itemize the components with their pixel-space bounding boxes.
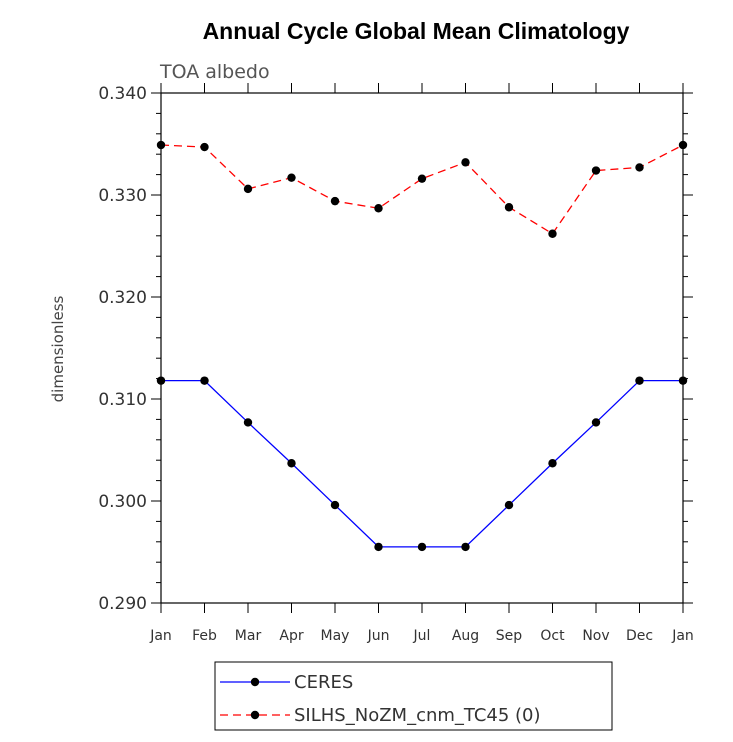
y-tick-label: 0.320 — [98, 288, 147, 308]
y-tick-label: 0.340 — [98, 84, 147, 104]
data-point-series-0 — [156, 376, 166, 385]
x-tick-label: Jul — [413, 628, 431, 644]
x-tick-label: Jun — [367, 628, 390, 644]
y-tick-label: 0.330 — [98, 186, 147, 206]
x-tick-label: Jan — [671, 628, 694, 644]
series-line-1 — [160, 144, 684, 235]
y-tick-label: 0.300 — [98, 492, 147, 512]
legend-marker-0 — [250, 677, 260, 687]
chart-subtitle: TOA albedo — [159, 61, 270, 83]
plot-layer: 0.290 0.300 0.310 0.320 0.330 0.340 Jan Feb Mar A… — [98, 83, 694, 644]
data-point-series-1 — [330, 196, 340, 206]
y-tick-label: 0.290 — [98, 594, 147, 614]
legend: CERES SILHS_NoZM_cnm_TC45 (0) — [214, 661, 613, 731]
legend-label-0: CERES — [294, 672, 353, 693]
data-point-series-0 — [243, 418, 253, 427]
legend-label-1: SILHS_NoZM_cnm_TC45 (0) — [294, 705, 541, 726]
legend-marker-1 — [250, 710, 260, 720]
data-point-series-0 — [461, 542, 470, 552]
y-tick-label: 0.310 — [98, 390, 147, 410]
data-point-series-0 — [374, 542, 383, 552]
data-point-series-1 — [200, 142, 209, 152]
x-tick-label: Feb — [192, 628, 217, 644]
chart-title: Annual Cycle Global Mean Climatology — [203, 18, 630, 44]
data-point-series-0 — [678, 376, 688, 385]
legend-box — [214, 661, 613, 731]
x-tick-label: Oct — [540, 628, 565, 644]
y-axis-label: dimensionless — [49, 295, 67, 402]
data-point-series-0 — [330, 500, 340, 510]
x-tick-label: Dec — [626, 628, 653, 644]
data-point-series-1 — [678, 140, 688, 150]
data-point-series-1 — [243, 184, 253, 194]
x-tick-label: May — [321, 628, 350, 644]
x-tick-label: Apr — [279, 628, 303, 644]
x-tick-label: Nov — [582, 628, 609, 644]
x-tick-label: Mar — [235, 628, 262, 644]
x-tick-label: Sep — [496, 628, 523, 644]
data-point-series-1 — [461, 158, 470, 167]
data-point-series-1 — [635, 163, 644, 172]
x-tick-label: Jan — [149, 628, 172, 644]
data-point-series-1 — [417, 174, 427, 183]
data-point-series-1 — [548, 229, 557, 238]
data-point-series-0 — [287, 459, 296, 468]
data-point-series-0 — [548, 459, 557, 468]
data-point-series-0 — [417, 542, 427, 552]
data-point-series-1 — [156, 140, 166, 150]
x-tick-label: Aug — [452, 628, 479, 644]
data-point-series-0 — [635, 376, 644, 385]
data-point-series-0 — [591, 418, 601, 427]
data-point-series-1 — [287, 173, 296, 182]
data-point-series-1 — [591, 166, 601, 175]
data-point-series-0 — [200, 376, 209, 385]
series-line-0 — [161, 379, 683, 548]
data-point-series-1 — [374, 204, 383, 213]
data-point-series-0 — [504, 500, 514, 510]
data-point-series-1 — [504, 203, 514, 212]
